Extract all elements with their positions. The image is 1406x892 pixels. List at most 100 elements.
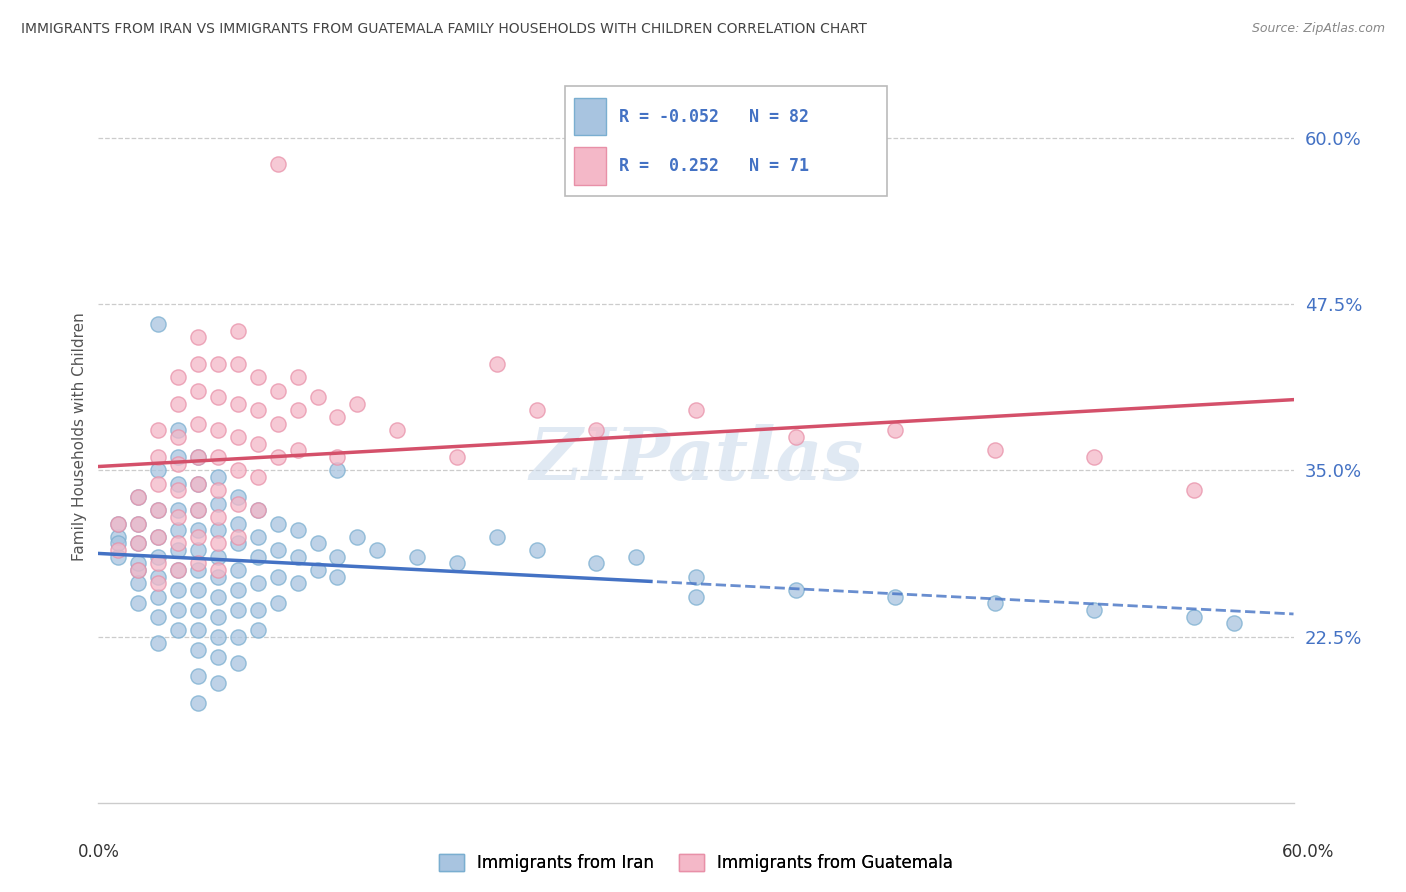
Point — [187, 503, 209, 517]
Point — [626, 549, 648, 564]
Point — [446, 450, 468, 464]
Point — [207, 450, 229, 464]
Point — [107, 530, 129, 544]
Point — [148, 609, 170, 624]
Point — [307, 536, 329, 550]
Point — [148, 476, 170, 491]
Point — [267, 417, 290, 431]
Text: IMMIGRANTS FROM IRAN VS IMMIGRANTS FROM GUATEMALA FAMILY HOUSEHOLDS WITH CHILDRE: IMMIGRANTS FROM IRAN VS IMMIGRANTS FROM … — [21, 22, 868, 37]
Point — [207, 424, 229, 438]
Point — [226, 603, 249, 617]
Point — [127, 576, 149, 591]
Point — [685, 570, 707, 584]
Point — [287, 549, 309, 564]
Point — [307, 390, 329, 404]
Point — [167, 397, 190, 411]
Point — [127, 596, 149, 610]
Point — [267, 543, 290, 558]
Text: 60.0%: 60.0% — [1281, 843, 1334, 861]
Point — [187, 696, 209, 710]
Point — [246, 503, 269, 517]
Point — [785, 430, 807, 444]
Point — [326, 410, 349, 425]
Point — [267, 157, 290, 171]
Point — [127, 536, 149, 550]
Point — [187, 543, 209, 558]
Point — [1182, 483, 1205, 498]
Point — [246, 603, 269, 617]
Point — [226, 656, 249, 670]
Point — [107, 516, 129, 531]
Point — [167, 543, 190, 558]
Point — [187, 643, 209, 657]
Point — [167, 623, 190, 637]
Point — [226, 463, 249, 477]
Point — [984, 596, 1007, 610]
Point — [226, 430, 249, 444]
Point — [167, 509, 190, 524]
Point — [346, 530, 368, 544]
Point — [187, 582, 209, 597]
Point — [187, 623, 209, 637]
Point — [127, 563, 149, 577]
Point — [207, 357, 229, 371]
Point — [385, 424, 409, 438]
Text: 0.0%: 0.0% — [77, 843, 120, 861]
Point — [585, 557, 607, 571]
Point — [167, 424, 190, 438]
Point — [207, 536, 229, 550]
Point — [207, 630, 229, 644]
Point — [148, 317, 170, 331]
Point — [326, 450, 349, 464]
Point — [187, 330, 209, 344]
Point — [167, 536, 190, 550]
Point — [446, 557, 468, 571]
Point — [1083, 450, 1105, 464]
Point — [207, 523, 229, 537]
Point — [148, 503, 170, 517]
Point — [246, 503, 269, 517]
Point — [187, 450, 209, 464]
Point — [187, 557, 209, 571]
Point — [127, 490, 149, 504]
Point — [207, 497, 229, 511]
Point — [366, 543, 388, 558]
Point — [326, 463, 349, 477]
Point — [226, 563, 249, 577]
Point — [267, 570, 290, 584]
Point — [226, 357, 249, 371]
Point — [267, 450, 290, 464]
Point — [226, 497, 249, 511]
Point — [167, 450, 190, 464]
Point — [187, 523, 209, 537]
Point — [685, 590, 707, 604]
Point — [148, 463, 170, 477]
Point — [226, 490, 249, 504]
Point — [207, 549, 229, 564]
Point — [207, 470, 229, 484]
Point — [148, 590, 170, 604]
Point — [167, 503, 190, 517]
Point — [326, 570, 349, 584]
Point — [406, 549, 429, 564]
Point — [187, 563, 209, 577]
Point — [346, 397, 368, 411]
Point — [127, 516, 149, 531]
Point — [187, 530, 209, 544]
Point — [1182, 609, 1205, 624]
Point — [167, 563, 190, 577]
Point — [187, 669, 209, 683]
Point — [287, 523, 309, 537]
Point — [187, 476, 209, 491]
Point — [307, 563, 329, 577]
Point — [884, 590, 907, 604]
Point — [187, 417, 209, 431]
Point — [167, 370, 190, 384]
Point — [287, 576, 309, 591]
Point — [1223, 616, 1246, 631]
Point — [246, 370, 269, 384]
Point — [187, 503, 209, 517]
Point — [226, 536, 249, 550]
Point — [127, 536, 149, 550]
Point — [107, 516, 129, 531]
